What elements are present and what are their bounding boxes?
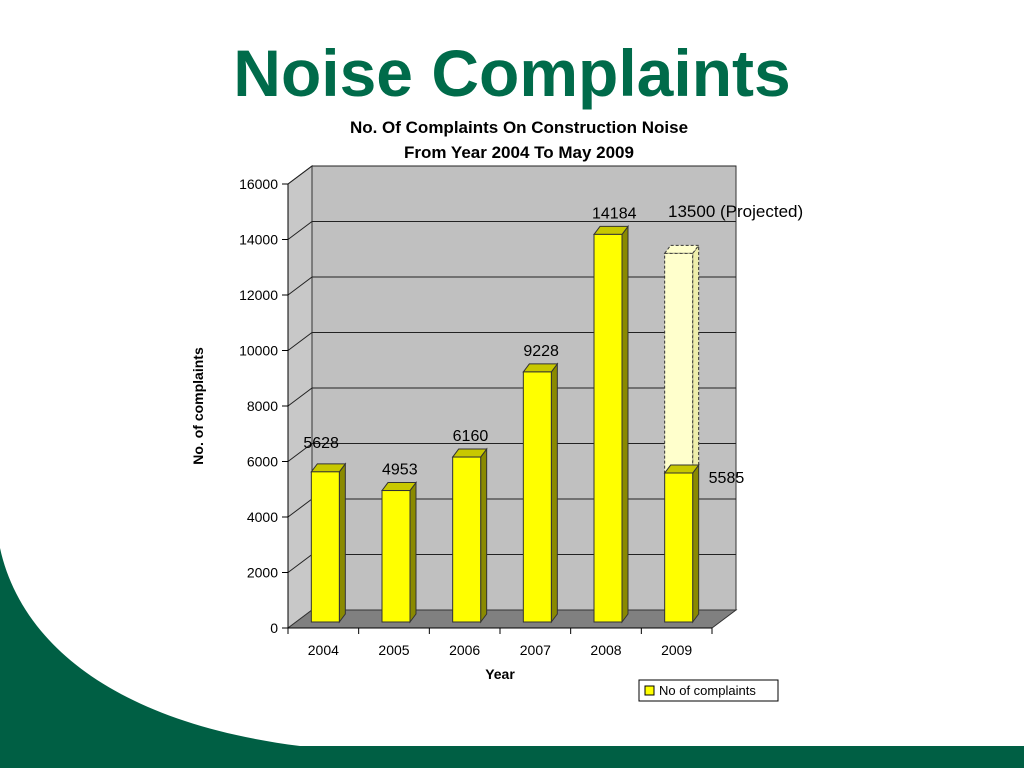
x-axis-title: Year bbox=[485, 666, 515, 682]
x-tick-label: 2007 bbox=[520, 642, 551, 658]
bar-top bbox=[451, 448, 488, 458]
y-tick-label: 4000 bbox=[247, 509, 278, 525]
projected-bar bbox=[664, 252, 694, 474]
green-corner-swoosh bbox=[0, 548, 1024, 768]
legend-label: No of complaints bbox=[659, 683, 756, 698]
gridline bbox=[287, 221, 736, 240]
x-tick-label: 2005 bbox=[378, 642, 409, 658]
y-tick-label: 16000 bbox=[239, 176, 278, 192]
y-tick-label: 14000 bbox=[239, 232, 278, 248]
slide-title: Noise Complaints bbox=[233, 36, 791, 110]
bar bbox=[310, 471, 340, 623]
projected-bar-side bbox=[692, 243, 700, 475]
projected-note: (Projected) bbox=[720, 202, 803, 221]
data-label: 4953 bbox=[382, 462, 418, 479]
bar-side bbox=[692, 463, 700, 624]
bar bbox=[522, 371, 552, 623]
bar-top bbox=[381, 482, 417, 492]
bar-side bbox=[550, 362, 558, 624]
bar-top bbox=[310, 463, 347, 473]
bar-side bbox=[621, 224, 629, 624]
chart-title: No. Of Complaints On Construction Noise bbox=[350, 118, 688, 137]
bar-top bbox=[663, 464, 700, 474]
bar-side bbox=[409, 481, 417, 624]
bar-top bbox=[522, 363, 559, 373]
x-tick-label: 2009 bbox=[661, 642, 692, 658]
bar-top bbox=[593, 225, 629, 235]
y-tick-label: 8000 bbox=[247, 398, 278, 414]
x-tick-label: 2008 bbox=[590, 642, 621, 658]
y-tick-label: 6000 bbox=[247, 454, 278, 470]
data-label: 5585 bbox=[709, 470, 745, 487]
gridline bbox=[287, 165, 736, 185]
x-tick-label: 2006 bbox=[449, 642, 480, 658]
bar bbox=[381, 490, 411, 623]
projected-value: 13500 bbox=[668, 202, 720, 221]
chart-subtitle: From Year 2004 To May 2009 bbox=[404, 143, 634, 162]
y-tick-label: 10000 bbox=[239, 343, 278, 359]
projected-label: 13500 (Projected) bbox=[668, 202, 803, 221]
x-tick-label: 2004 bbox=[308, 642, 339, 658]
data-label: 5628 bbox=[303, 435, 339, 452]
bar bbox=[593, 233, 623, 623]
bar-side bbox=[480, 447, 488, 624]
y-tick-label: 12000 bbox=[239, 287, 278, 303]
data-label: 14184 bbox=[592, 205, 637, 222]
y-tick-label: 2000 bbox=[247, 565, 278, 581]
y-tick-label: 0 bbox=[270, 620, 278, 636]
bar bbox=[452, 456, 482, 623]
legend-box bbox=[638, 679, 779, 702]
legend-swatch bbox=[644, 685, 655, 696]
data-label: 9228 bbox=[523, 343, 559, 360]
bar bbox=[664, 472, 694, 623]
data-label: 6160 bbox=[453, 428, 489, 445]
bar-side bbox=[338, 462, 346, 624]
y-axis-title: No. of complaints bbox=[190, 347, 206, 465]
